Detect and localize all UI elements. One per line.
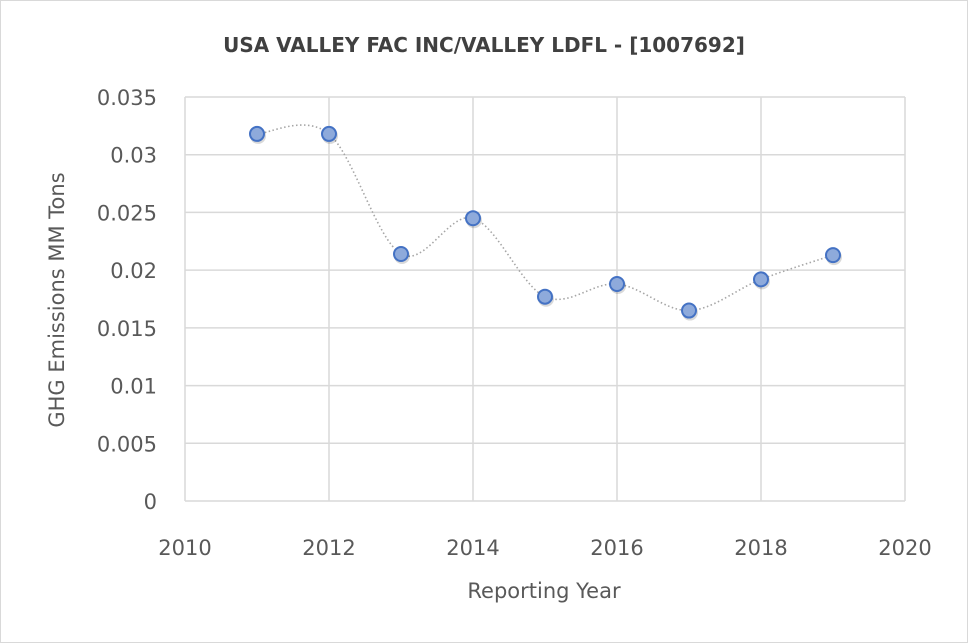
x-axis-ticks: 2010 2012 2014 2016 2018 2020: [158, 536, 931, 560]
gridlines: [184, 96, 906, 502]
x-axis-label: Reporting Year: [467, 579, 621, 603]
y-tick-label: 0.03: [110, 144, 157, 168]
chart-title: USA VALLEY FAC INC/VALLEY LDFL - [100769…: [223, 33, 745, 57]
x-tick-label: 2018: [734, 536, 787, 560]
data-point: [465, 210, 481, 227]
data-point: [681, 302, 697, 319]
x-tick-label: 2010: [158, 536, 211, 560]
y-tick-label: 0: [144, 490, 157, 514]
y-tick-label: 0.035: [97, 86, 157, 110]
x-tick-label: 2014: [446, 536, 499, 560]
data-point: [825, 247, 841, 264]
y-axis-ticks: 0 0.005 0.01 0.015 0.02 0.025 0.03 0.035: [97, 86, 157, 514]
y-tick-label: 0.02: [110, 259, 157, 283]
smoothed-series-line: [256, 124, 834, 312]
y-tick-label: 0.005: [97, 432, 157, 456]
data-point: [753, 271, 769, 288]
data-point: [537, 288, 553, 305]
x-tick-label: 2016: [590, 536, 643, 560]
x-tick-label: 2012: [302, 536, 355, 560]
data-point: [249, 125, 265, 142]
x-tick-label: 2020: [878, 536, 931, 560]
data-point: [609, 275, 625, 292]
y-tick-label: 0.015: [97, 317, 157, 341]
data-point: [321, 125, 337, 142]
data-point: [393, 245, 409, 262]
y-tick-label: 0.025: [97, 201, 157, 225]
y-tick-label: 0.01: [110, 375, 157, 399]
y-axis-label: GHG Emissions MM Tons: [45, 172, 69, 427]
data-points: [249, 125, 842, 321]
